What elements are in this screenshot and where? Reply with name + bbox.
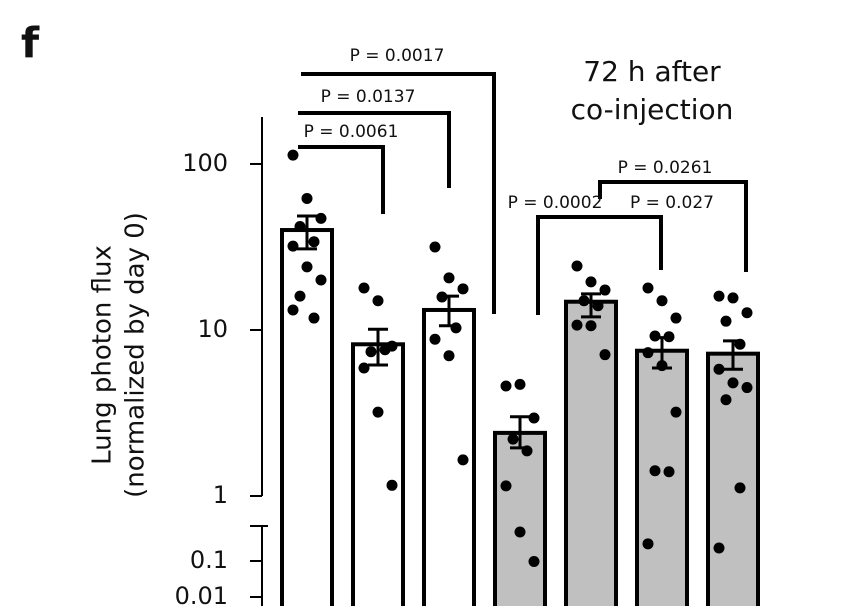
p-value: P = 0.027 — [630, 193, 714, 213]
panel-label: f — [21, 19, 40, 68]
data-point — [372, 406, 384, 418]
data-point — [514, 378, 526, 390]
data-point — [301, 261, 313, 273]
data-point — [308, 236, 320, 248]
data-point — [301, 192, 313, 204]
data-point — [443, 350, 455, 362]
data-point — [308, 312, 320, 324]
bracket — [301, 72, 496, 314]
data-point — [585, 276, 597, 288]
data-point — [429, 241, 441, 253]
data-point — [528, 555, 540, 567]
data-point — [727, 292, 739, 304]
data-point — [294, 290, 306, 302]
y-axis-label: (normalized by day 0) — [121, 212, 151, 498]
data-point — [656, 295, 668, 307]
y-tick-label: 0.1 — [190, 546, 228, 574]
data-point — [642, 538, 654, 550]
data-point — [727, 377, 739, 389]
data-point — [571, 319, 583, 331]
bar — [564, 299, 618, 606]
bar — [635, 348, 689, 606]
data-point — [315, 274, 327, 286]
data-point — [443, 272, 455, 284]
data-point — [734, 338, 746, 350]
data-point — [670, 406, 682, 418]
data-point — [500, 380, 512, 392]
data-point — [599, 284, 611, 296]
data-point — [656, 360, 668, 372]
data-point — [670, 312, 682, 324]
data-point — [521, 445, 533, 457]
data-point — [741, 382, 753, 394]
bar — [493, 430, 547, 606]
y-tick-label: 1 — [213, 481, 228, 509]
data-point — [578, 295, 590, 307]
data-point — [365, 346, 377, 358]
bracket — [298, 111, 451, 188]
data-point — [649, 465, 661, 477]
data-point — [720, 315, 732, 327]
p-value: P = 0.0002 — [508, 193, 603, 213]
y-tick-label: 10 — [197, 315, 228, 343]
data-point — [713, 290, 725, 302]
y-axis-label: Lung photon flux — [88, 245, 118, 465]
data-point — [500, 480, 512, 492]
data-point — [642, 347, 654, 359]
data-point — [734, 482, 746, 494]
data-point — [741, 307, 753, 319]
data-point — [571, 260, 583, 272]
bar — [280, 228, 334, 606]
data-point — [436, 291, 448, 303]
data-point — [663, 466, 675, 478]
y-tick-label: 100 — [182, 149, 228, 177]
data-point — [315, 212, 327, 224]
data-point — [649, 330, 661, 342]
data-point — [642, 282, 654, 294]
data-point — [372, 295, 384, 307]
data-point — [294, 221, 306, 233]
data-point — [358, 282, 370, 294]
significance-brackets — [298, 72, 748, 315]
bracket — [298, 145, 385, 214]
data-point — [713, 363, 725, 375]
data-point — [720, 394, 732, 406]
data-point — [599, 349, 611, 361]
data-point — [386, 479, 398, 491]
data-point — [528, 412, 540, 424]
chart-title: 72 h after — [583, 55, 721, 88]
data-point — [379, 344, 391, 356]
p-value: P = 0.0061 — [304, 122, 399, 142]
bracket — [536, 215, 663, 315]
p-value: P = 0.0137 — [321, 87, 416, 107]
data-point — [507, 433, 519, 445]
data-point — [287, 304, 299, 316]
p-value: P = 0.0017 — [350, 46, 445, 66]
y-tick-label: 0.01 — [175, 582, 228, 606]
bracket — [598, 180, 748, 272]
chart-title: co-injection — [571, 93, 734, 126]
data-point — [358, 362, 370, 374]
data-point — [429, 333, 441, 345]
p-value: P = 0.0261 — [618, 158, 713, 178]
data-point — [713, 542, 725, 554]
data-point — [585, 320, 597, 332]
data-point — [457, 283, 469, 295]
data-point — [514, 526, 526, 538]
data-point — [663, 331, 675, 343]
data-point — [287, 240, 299, 252]
data-point — [287, 149, 299, 161]
data-point — [457, 454, 469, 466]
data-point — [450, 322, 462, 334]
bar — [351, 342, 405, 606]
data-point — [592, 300, 604, 312]
